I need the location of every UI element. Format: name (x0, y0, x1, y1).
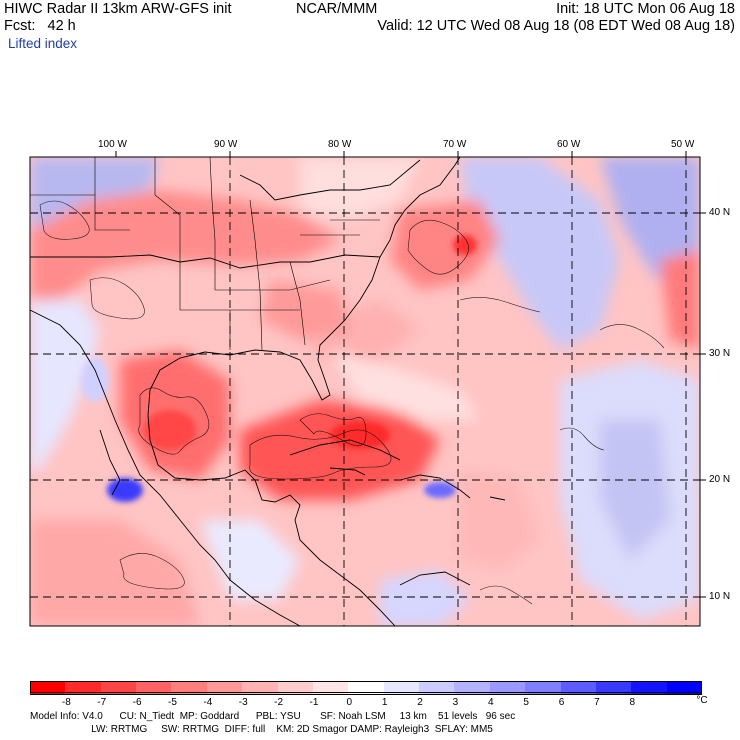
lat-lon-grid (30, 157, 700, 626)
lon-label-70w: 70 W (443, 139, 467, 150)
colorbar-tick-label: -5 (168, 697, 177, 708)
field-shading (30, 157, 700, 626)
colorbar-tick-label: 0 (346, 697, 353, 708)
lon-label-60w: 60 W (557, 139, 581, 150)
lat-label-20n: 20 N (709, 474, 731, 485)
blue-spot-gulf-of-california (107, 478, 143, 502)
lon-label-80w: 80 W (328, 139, 352, 150)
header-line1-right: Init: 18 UTC Mon 06 Aug 18 (556, 1, 735, 17)
field-name: Lifted index (8, 36, 78, 51)
blue-spot-hispaniola (424, 482, 456, 498)
colorbar-unit: °C (696, 695, 708, 706)
colorbar-tick-label: -6 (132, 697, 142, 708)
header-line1-mid: NCAR/MMM (296, 1, 378, 17)
model-info-line2: LW: RRTMG SW: RRTMG DIFF: full KM: 2D Sm… (30, 724, 493, 735)
colorbar-tick-label: 8 (629, 697, 636, 708)
colorbar-tick-label: -1 (309, 697, 319, 708)
colorbar-tick-label: 7 (594, 697, 600, 708)
colorbar-tick-label: 1 (381, 697, 388, 708)
colorbar-tick-label: -2 (274, 697, 284, 708)
colorbar-tick-label: -7 (97, 697, 107, 708)
map-frame (29, 156, 701, 627)
political-borders (30, 157, 380, 351)
header-line2-right: Valid: 12 UTC Wed 08 Aug 18 (08 EDT Wed … (377, 18, 735, 34)
colorbar-tick-label: 3 (452, 697, 459, 708)
lat-label-10n: 10 N (709, 591, 731, 602)
coastlines (30, 157, 506, 626)
model-info-line1: Model Info: V4.0 CU: N_Tiedt MP: Goddard… (30, 711, 516, 722)
colorbar-tick-label: -8 (61, 697, 71, 708)
lon-label-90w: 90 W (214, 139, 238, 150)
lat-label-40n: 40 N (709, 207, 731, 218)
axis-ticks (115, 151, 706, 598)
colorbar-tick-label: -4 (203, 697, 213, 708)
lon-label-50w: 50 W (671, 139, 695, 150)
colorbar-tick-label: 5 (523, 697, 529, 708)
colorbar-tick-label: -3 (238, 697, 248, 708)
red-spot-west-gulf (144, 410, 196, 450)
colorbar-tick-label: 2 (417, 697, 423, 708)
header-line1-left: HIWC Radar II 13km ARW-GFS init (4, 1, 232, 17)
contours (39, 200, 665, 605)
red-spot-northeast (453, 235, 477, 255)
lon-label-100w: 100 W (98, 139, 127, 150)
header-line2-left: Fcst: 42 h (4, 18, 76, 34)
lat-label-30n: 30 N (709, 348, 731, 359)
blue-spot-southwest (81, 358, 109, 402)
colorbar-tick-label: 4 (488, 697, 494, 708)
colorbar-tick-label: 6 (558, 697, 565, 708)
colorbar-frame (30, 681, 702, 693)
